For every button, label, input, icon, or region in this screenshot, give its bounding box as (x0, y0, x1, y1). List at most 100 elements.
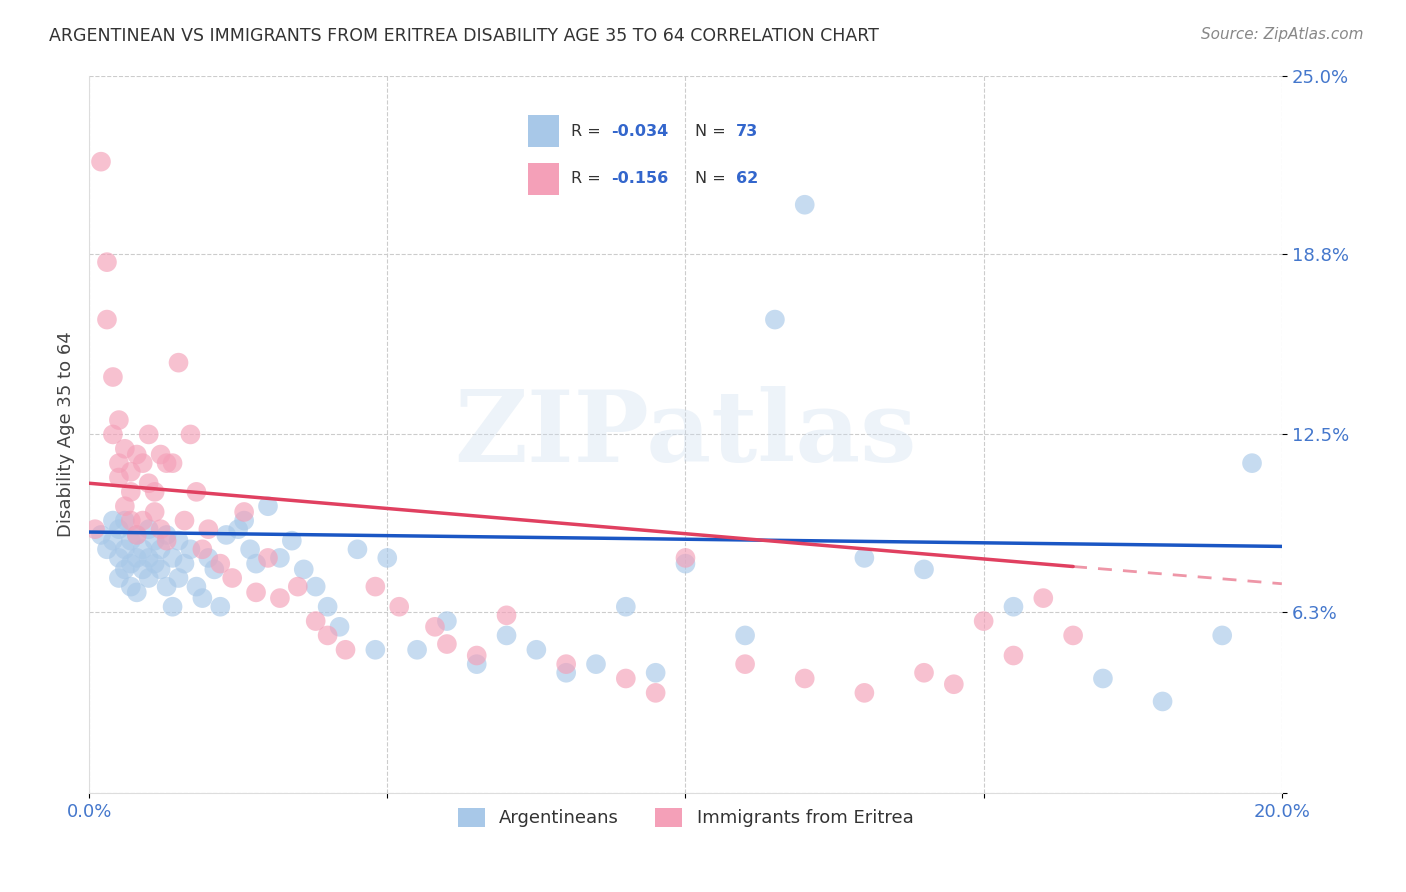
Point (114, 514, 136, 528)
Point (108, 456, 131, 470)
Point (335, 642, 357, 657)
Point (125, 528, 148, 542)
Point (233, 505, 256, 519)
Point (138, 476, 160, 491)
Point (197, 522, 219, 536)
Point (132, 542, 155, 557)
Point (292, 562, 315, 576)
Point (912, 665, 935, 680)
Point (1152, 694, 1174, 708)
Text: ARGENTINEAN VS IMMIGRANTS FROM ERITREA DISABILITY AGE 35 TO 64 CORRELATION CHART: ARGENTINEAN VS IMMIGRANTS FROM ERITREA D… (49, 27, 879, 45)
Point (281, 533, 304, 548)
Point (1211, 628, 1233, 642)
Point (167, 571, 190, 585)
Point (108, 470, 131, 484)
Point (287, 580, 309, 594)
Point (96, 542, 118, 557)
Point (221, 571, 243, 585)
Legend: Argentineans, Immigrants from Eritrea: Argentineans, Immigrants from Eritrea (450, 801, 921, 835)
Point (912, 562, 935, 576)
Point (138, 571, 160, 585)
Point (257, 500, 280, 514)
Point (793, 198, 815, 212)
Point (138, 550, 160, 565)
Point (120, 465, 142, 479)
Point (132, 456, 155, 470)
Point (465, 648, 488, 663)
Point (108, 522, 131, 536)
Point (495, 608, 517, 623)
Point (202, 562, 225, 576)
Point (734, 628, 756, 642)
Point (239, 542, 262, 557)
Point (644, 665, 666, 680)
Point (120, 514, 142, 528)
Point (162, 550, 184, 565)
Point (132, 562, 155, 576)
Point (269, 550, 291, 565)
Point (125, 448, 148, 462)
Point (155, 456, 177, 470)
Point (364, 642, 387, 657)
Point (108, 550, 131, 565)
Point (215, 528, 238, 542)
Point (120, 580, 142, 594)
Point (388, 599, 411, 614)
Point (305, 614, 328, 628)
Point (555, 665, 578, 680)
Point (734, 657, 756, 672)
Point (316, 628, 339, 642)
Point (173, 557, 195, 571)
Point (1002, 648, 1025, 663)
Point (155, 528, 177, 542)
Point (329, 620, 352, 634)
Point (555, 657, 578, 672)
Point (114, 542, 136, 557)
Point (101, 533, 124, 548)
Point (191, 542, 214, 557)
Point (245, 585, 267, 599)
Point (114, 562, 136, 576)
Point (90, 154, 112, 169)
Point (149, 522, 172, 536)
Point (585, 657, 607, 672)
Point (149, 448, 172, 462)
Point (305, 580, 328, 594)
Point (167, 356, 190, 370)
Point (675, 557, 697, 571)
Point (90, 528, 112, 542)
Point (245, 557, 267, 571)
Point (346, 542, 368, 557)
Point (120, 484, 142, 499)
Point (364, 580, 387, 594)
Point (644, 686, 666, 700)
Point (143, 505, 166, 519)
Point (179, 427, 201, 442)
Point (1091, 672, 1114, 686)
Point (269, 591, 291, 606)
Point (186, 580, 208, 594)
Point (167, 533, 190, 548)
Point (101, 427, 124, 442)
Point (125, 585, 148, 599)
Point (406, 642, 429, 657)
Point (614, 672, 637, 686)
Point (1032, 591, 1054, 606)
Point (155, 533, 177, 548)
Point (138, 427, 160, 442)
Point (191, 591, 214, 606)
Point (614, 599, 637, 614)
Point (149, 542, 172, 557)
Point (197, 550, 219, 565)
Point (942, 677, 965, 691)
Point (101, 514, 124, 528)
Point (120, 557, 142, 571)
Point (108, 413, 131, 427)
Point (233, 514, 256, 528)
Point (132, 514, 155, 528)
Y-axis label: Disability Age 35 to 64: Disability Age 35 to 64 (58, 332, 75, 537)
Point (101, 370, 124, 384)
Point (125, 528, 148, 542)
Point (436, 614, 458, 628)
Point (143, 557, 166, 571)
